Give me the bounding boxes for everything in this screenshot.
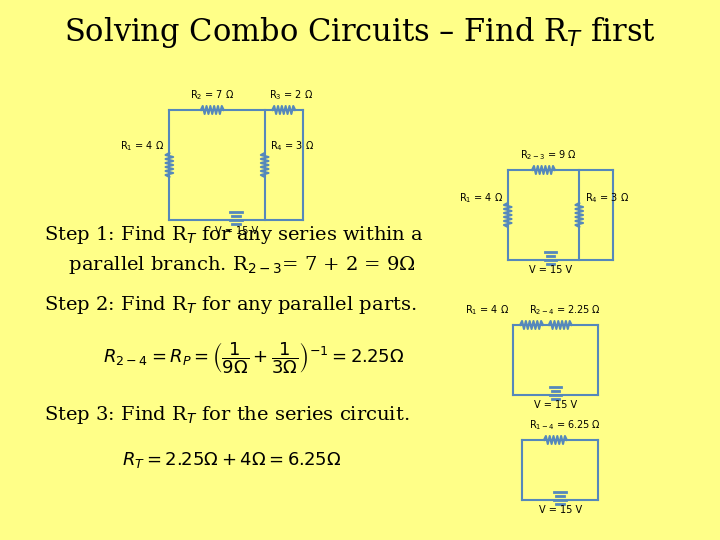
Text: V = 15 V: V = 15 V [539,505,582,515]
Text: R$_1$ = 4 Ω: R$_1$ = 4 Ω [120,139,165,153]
Text: V = 15 V: V = 15 V [215,226,258,236]
Text: R$_{1-4}$ = 6.25 Ω: R$_{1-4}$ = 6.25 Ω [529,418,601,432]
Text: R$_3$ = 2 Ω: R$_3$ = 2 Ω [269,88,313,102]
Text: V = 15 V: V = 15 V [534,400,577,410]
Text: V = 15 V: V = 15 V [529,265,572,275]
Text: Step 1: Find R$_T$ for any series within a: Step 1: Find R$_T$ for any series within… [43,224,423,246]
Text: $R_T = 2.25\Omega + 4\Omega = 6.25\Omega$: $R_T = 2.25\Omega + 4\Omega = 6.25\Omega… [122,450,341,470]
Text: R$_4$ = 3 Ω: R$_4$ = 3 Ω [271,139,315,153]
Text: R$_1$ = 4 Ω: R$_1$ = 4 Ω [466,303,510,317]
Text: Step 2: Find R$_T$ for any parallel parts.: Step 2: Find R$_T$ for any parallel part… [43,294,416,316]
Text: R$_{2-3}$ = 9 Ω: R$_{2-3}$ = 9 Ω [520,148,577,162]
Text: R$_1$ = 4 Ω: R$_1$ = 4 Ω [459,191,503,205]
Text: Solving Combo Circuits – Find R$_T$ first: Solving Combo Circuits – Find R$_T$ firs… [64,15,656,50]
Text: $R_{2-4} = R_P = \left(\dfrac{1}{9\Omega}+\dfrac{1}{3\Omega}\right)^{-1} = 2.25\: $R_{2-4} = R_P = \left(\dfrac{1}{9\Omega… [103,340,404,376]
Text: R$_{2-4}$ = 2.25 Ω: R$_{2-4}$ = 2.25 Ω [529,303,601,317]
Text: R$_2$ = 7 Ω: R$_2$ = 7 Ω [190,88,234,102]
Text: Step 3: Find R$_T$ for the series circuit.: Step 3: Find R$_T$ for the series circui… [43,404,409,426]
Text: R$_4$ = 3 Ω: R$_4$ = 3 Ω [585,191,629,205]
Text: parallel branch. R$_{2-3}$= 7 + 2 = 9Ω: parallel branch. R$_{2-3}$= 7 + 2 = 9Ω [43,254,415,276]
